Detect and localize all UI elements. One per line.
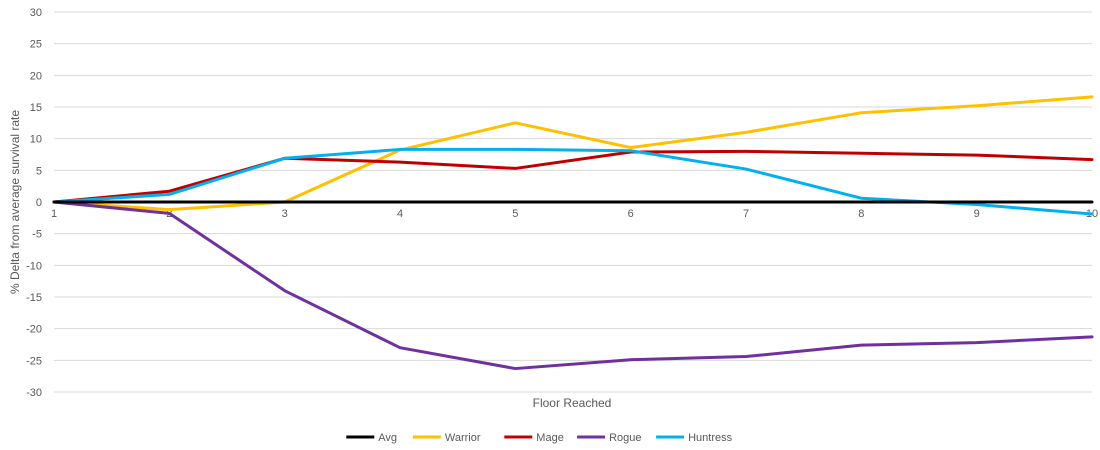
x-axis-ticks: 1 2 3 4 5 6 7 8 9 10 <box>51 208 1098 220</box>
y-tick-label: 30 <box>30 7 42 19</box>
legend-label: Huntress <box>688 432 733 444</box>
y-tick-label: 15 <box>30 102 42 114</box>
x-tick-label: 4 <box>397 208 403 220</box>
y-tick-label: -5 <box>32 229 42 241</box>
y-tick-label: 0 <box>36 197 42 209</box>
x-tick-label: 8 <box>858 208 864 220</box>
x-tick-label: 1 <box>51 208 57 220</box>
x-tick-label: 5 <box>512 208 518 220</box>
x-tick-label: 3 <box>282 208 288 220</box>
x-tick-label: 7 <box>743 208 749 220</box>
legend-item-mage: Mage <box>504 432 564 444</box>
y-axis-title: % Delta from average survival rate <box>8 110 22 294</box>
series-line-rogue <box>52 200 1094 371</box>
legend-label: Warrior <box>445 432 481 444</box>
y-tick-label: -20 <box>26 324 42 336</box>
legend-item-warrior: Warrior <box>412 432 481 444</box>
y-tick-label: -30 <box>26 387 42 399</box>
x-tick-label: 6 <box>628 208 634 220</box>
y-tick-label: 20 <box>30 70 42 82</box>
y-tick-label: -25 <box>26 355 42 367</box>
series-line-warrior <box>52 95 1094 212</box>
legend-label: Rogue <box>609 432 641 444</box>
legend-label: Mage <box>536 432 564 444</box>
legend-item-avg: Avg <box>346 432 397 444</box>
legend-label: Avg <box>378 432 397 444</box>
series-line-mage <box>52 149 1094 204</box>
x-axis-title: Floor Reached <box>533 396 612 410</box>
y-tick-label: 10 <box>30 134 42 146</box>
y-tick-label: -10 <box>26 260 42 272</box>
y-axis-ticks: 30 25 20 15 10 5 0 -5 -10 -15 -20 -25 -30 <box>26 7 42 399</box>
y-tick-label: 25 <box>30 39 42 51</box>
legend: Avg Warrior Mage Rogue Huntress <box>346 432 733 444</box>
x-tick-label: 9 <box>974 208 980 220</box>
legend-item-huntress: Huntress <box>656 432 733 444</box>
y-tick-label: 5 <box>36 165 42 177</box>
gridlines <box>54 11 1092 393</box>
y-tick-label: -15 <box>26 292 42 304</box>
legend-item-rogue: Rogue <box>577 432 642 444</box>
series-lines <box>52 95 1094 371</box>
